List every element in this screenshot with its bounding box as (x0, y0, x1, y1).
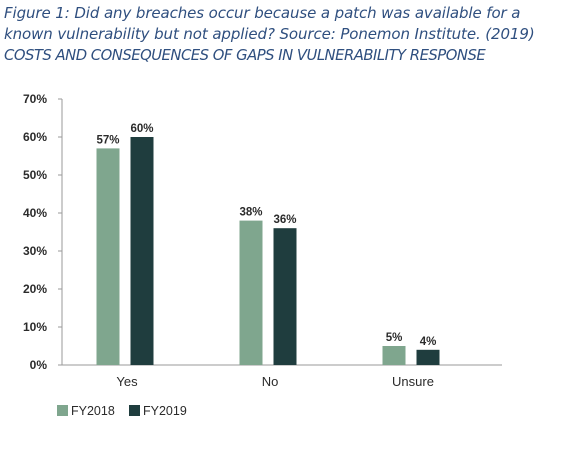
y-tick-label: 50% (23, 168, 47, 182)
x-category-label: Unsure (392, 374, 434, 389)
y-tick-label: 10% (23, 320, 47, 334)
caption-line-3: COSTS AND CONSEQUENCES OF GAPS IN VULNER… (4, 47, 486, 64)
x-category-label: No (262, 374, 279, 389)
bar-fy2018-no (239, 220, 263, 365)
legend-swatch-fy2019 (129, 405, 140, 416)
y-tick-label: 70% (23, 92, 47, 106)
bar-fy2019-yes (130, 137, 154, 365)
bar-fy2019-unsure (416, 349, 440, 365)
caption-line-1: Figure 1: Did any breaches occur because… (4, 4, 521, 22)
bar-fy2018-unsure (382, 346, 406, 365)
bar-fy2018-yes (96, 148, 120, 365)
x-category-label: Yes (116, 374, 138, 389)
y-tick-label: 0% (30, 358, 48, 372)
data-label: 60% (130, 123, 153, 135)
legend-swatch-fy2018 (57, 405, 68, 416)
y-tick-label: 30% (23, 244, 47, 258)
figure-caption: Figure 1: Did any breaches occur because… (4, 3, 569, 66)
caption-line-2: known vulnerability but not applied? Sou… (4, 25, 535, 43)
legend-label: FY2018 (71, 404, 115, 418)
y-tick-label: 40% (23, 206, 47, 220)
data-label: 36% (273, 214, 296, 226)
bar-fy2019-no (273, 228, 297, 365)
data-label: 4% (420, 336, 437, 348)
y-tick-label: 20% (23, 282, 47, 296)
data-label: 57% (96, 134, 119, 146)
y-tick-label: 60% (23, 130, 47, 144)
data-label: 38% (239, 207, 262, 219)
legend-label: FY2019 (143, 404, 187, 418)
data-label: 5% (386, 332, 403, 344)
